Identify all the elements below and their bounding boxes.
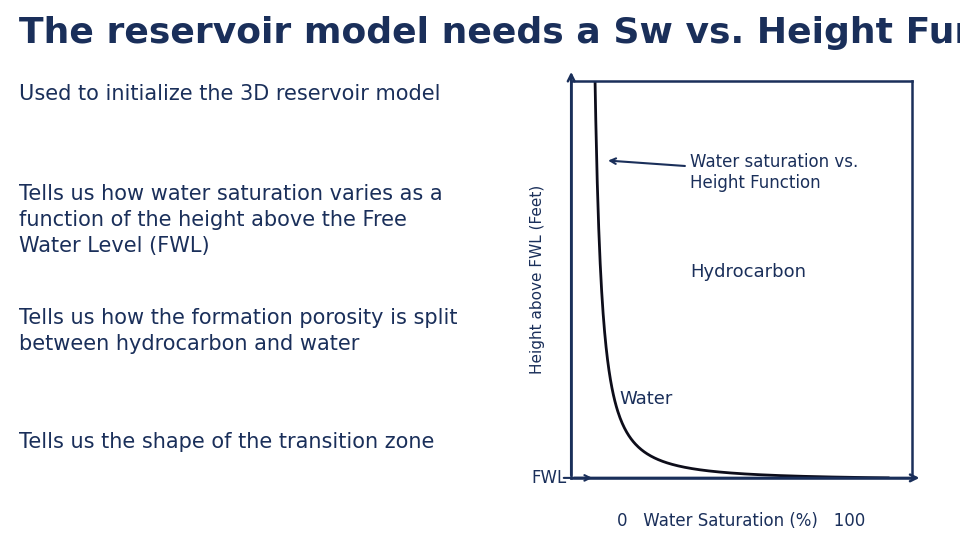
- Text: Water saturation vs.
Height Function: Water saturation vs. Height Function: [611, 153, 859, 192]
- Text: Tells us how water saturation varies as a
function of the height above the Free
: Tells us how water saturation varies as …: [19, 184, 443, 256]
- Text: The reservoir model needs a Sw vs. Height Function: The reservoir model needs a Sw vs. Heigh…: [19, 16, 960, 50]
- Text: Hydrocarbon: Hydrocarbon: [690, 262, 806, 280]
- Text: FWL: FWL: [531, 469, 566, 487]
- Text: Height above FWL (Feet): Height above FWL (Feet): [530, 185, 544, 374]
- Text: Tells us the shape of the transition zone: Tells us the shape of the transition zon…: [19, 432, 435, 452]
- Text: Used to initialize the 3D reservoir model: Used to initialize the 3D reservoir mode…: [19, 84, 441, 104]
- Text: 0   Water Saturation (%)   100: 0 Water Saturation (%) 100: [617, 511, 866, 530]
- Text: Tells us how the formation porosity is split
between hydrocarbon and water: Tells us how the formation porosity is s…: [19, 308, 458, 354]
- Text: Water: Water: [619, 389, 673, 408]
